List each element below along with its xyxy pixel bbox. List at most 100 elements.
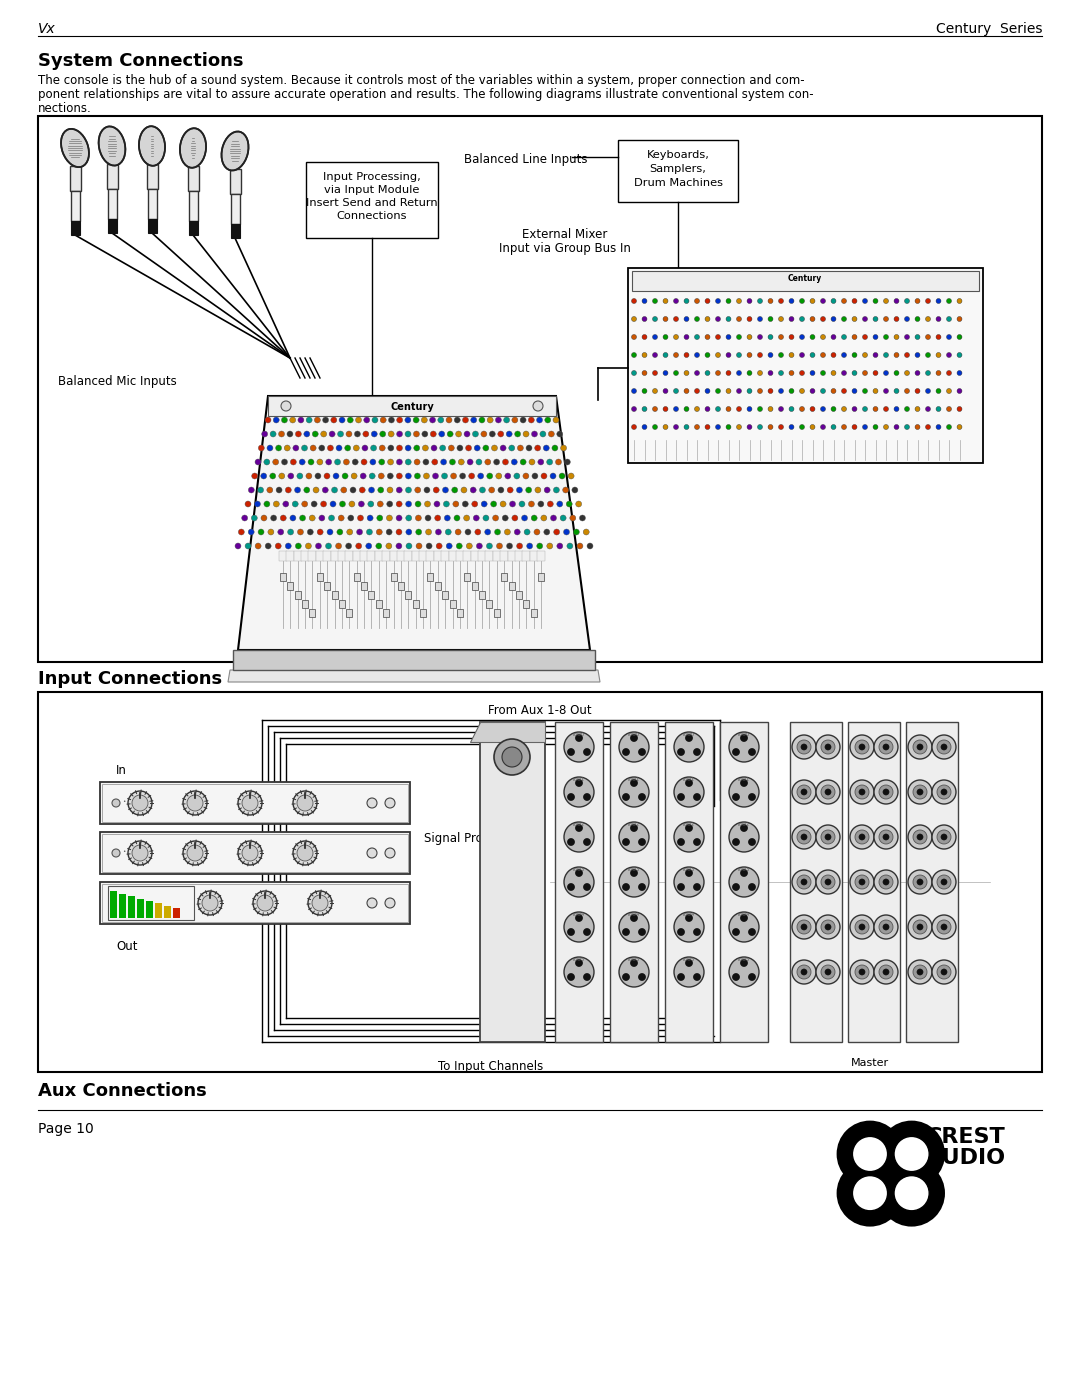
Circle shape	[384, 848, 395, 858]
Circle shape	[465, 529, 471, 535]
Circle shape	[768, 425, 773, 429]
Circle shape	[757, 388, 762, 394]
Circle shape	[816, 826, 840, 849]
Circle shape	[355, 416, 362, 423]
Circle shape	[550, 474, 556, 479]
Circle shape	[476, 543, 483, 549]
Circle shape	[523, 432, 529, 437]
Circle shape	[663, 352, 669, 358]
Circle shape	[859, 879, 865, 886]
Circle shape	[422, 446, 429, 451]
Circle shape	[913, 875, 927, 888]
Circle shape	[741, 780, 747, 787]
Bar	[789, 722, 842, 1042]
Circle shape	[874, 735, 897, 759]
Text: row4: row4	[627, 912, 640, 916]
Circle shape	[406, 543, 411, 549]
Bar	[391, 573, 396, 581]
Bar	[538, 573, 544, 581]
Circle shape	[364, 416, 369, 423]
Text: row3: row3	[627, 868, 640, 872]
Text: To Input Channels: To Input Channels	[438, 1060, 543, 1073]
Circle shape	[541, 474, 546, 479]
Circle shape	[282, 416, 287, 423]
Circle shape	[416, 529, 421, 535]
Bar	[492, 550, 501, 562]
Circle shape	[792, 915, 816, 939]
Circle shape	[433, 488, 440, 493]
Circle shape	[831, 370, 836, 376]
Circle shape	[905, 425, 909, 429]
Circle shape	[801, 970, 807, 975]
Circle shape	[792, 826, 816, 849]
Circle shape	[405, 416, 410, 423]
Circle shape	[686, 869, 692, 876]
Circle shape	[768, 388, 773, 394]
Circle shape	[913, 830, 927, 844]
Circle shape	[369, 474, 375, 479]
Circle shape	[926, 370, 931, 376]
Bar	[102, 834, 408, 872]
Circle shape	[303, 432, 310, 437]
Circle shape	[337, 529, 342, 535]
Circle shape	[261, 515, 267, 521]
Circle shape	[312, 432, 319, 437]
Circle shape	[632, 299, 636, 303]
Circle shape	[908, 960, 932, 983]
Circle shape	[405, 488, 411, 493]
Circle shape	[504, 474, 511, 479]
Circle shape	[821, 317, 825, 321]
Circle shape	[946, 370, 951, 376]
Bar	[71, 191, 80, 221]
Circle shape	[932, 780, 956, 805]
Circle shape	[779, 352, 783, 358]
Ellipse shape	[221, 131, 248, 170]
Circle shape	[855, 830, 869, 844]
Circle shape	[926, 425, 931, 429]
Circle shape	[462, 416, 469, 423]
Circle shape	[841, 299, 847, 303]
Circle shape	[619, 912, 649, 942]
Text: Balanced Line Inputs: Balanced Line Inputs	[464, 154, 588, 166]
Circle shape	[323, 416, 328, 423]
Text: Signal Processors: Signal Processors	[424, 833, 527, 845]
Circle shape	[894, 1176, 929, 1211]
Circle shape	[825, 970, 831, 975]
Text: row1: row1	[738, 777, 751, 782]
Text: External Mixer: External Mixer	[523, 228, 608, 242]
Circle shape	[380, 432, 386, 437]
Circle shape	[264, 460, 270, 465]
Circle shape	[684, 352, 689, 358]
Circle shape	[563, 488, 569, 493]
Circle shape	[638, 838, 646, 845]
Bar	[906, 722, 958, 1042]
Circle shape	[357, 515, 364, 521]
Ellipse shape	[180, 129, 206, 168]
Circle shape	[850, 735, 874, 759]
Text: ponent relationships are vital to assure accurate operation and results. The fol: ponent relationships are vital to assure…	[38, 88, 813, 101]
Circle shape	[638, 883, 646, 890]
Circle shape	[480, 488, 485, 493]
Circle shape	[873, 334, 878, 339]
Circle shape	[347, 529, 353, 535]
Circle shape	[729, 777, 759, 807]
Circle shape	[801, 879, 807, 886]
Circle shape	[559, 474, 565, 479]
Circle shape	[937, 785, 951, 799]
Circle shape	[873, 407, 878, 412]
Circle shape	[380, 416, 387, 423]
Circle shape	[423, 474, 430, 479]
Circle shape	[894, 299, 899, 303]
Circle shape	[258, 446, 265, 451]
Bar	[555, 722, 603, 1042]
Bar	[189, 221, 198, 235]
Circle shape	[576, 780, 582, 787]
Bar	[405, 591, 411, 599]
Circle shape	[825, 923, 831, 930]
Circle shape	[852, 1136, 888, 1172]
Circle shape	[779, 317, 783, 321]
Text: row3: row3	[738, 868, 751, 872]
Circle shape	[538, 502, 544, 507]
Circle shape	[446, 416, 453, 423]
Circle shape	[747, 352, 752, 358]
